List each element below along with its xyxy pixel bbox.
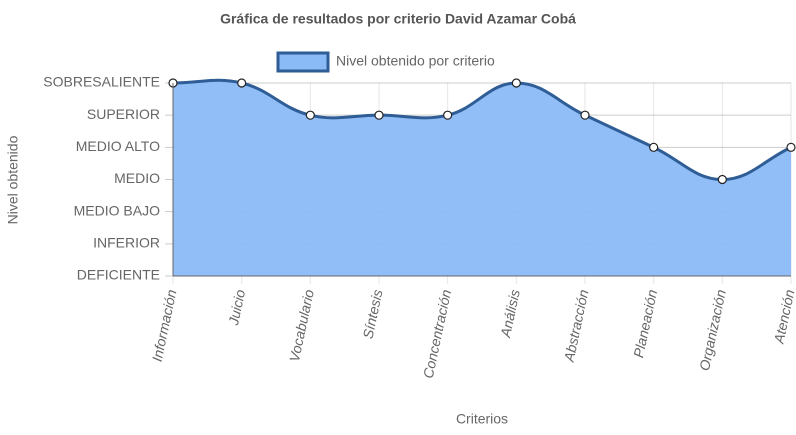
x-tick-label: Concentración	[420, 288, 454, 380]
area-fill	[173, 80, 791, 276]
legend-label: Nivel obtenido por criterio	[336, 53, 495, 69]
legend-swatch	[276, 51, 330, 73]
point	[443, 110, 453, 120]
point	[786, 142, 796, 152]
point	[649, 142, 659, 152]
point	[237, 78, 247, 88]
x-tick-label: Abstracción	[560, 288, 591, 364]
x-tick-label: Atención	[770, 288, 796, 346]
x-tick-label: Análisis	[497, 288, 523, 340]
y-tick-label: SOBRESALIENTE	[43, 74, 160, 90]
y-tick-label: INFERIOR	[93, 235, 160, 251]
x-tick-label: Organización	[696, 288, 729, 372]
point	[374, 110, 384, 120]
point	[511, 78, 521, 88]
x-axis-title: Criterios	[456, 411, 508, 427]
point	[580, 110, 590, 120]
line	[172, 78, 792, 182]
y-tick-label: MEDIO BAJO	[74, 202, 160, 218]
chart-title: Gráfica de resultados por criterio David…	[220, 11, 576, 27]
y-tick-label: SUPERIOR	[87, 106, 160, 122]
x-tick-label: Vocabulario	[286, 288, 317, 363]
point	[305, 110, 315, 120]
y-axis-title: Nivel obtenido	[5, 135, 21, 224]
y-tick-label: DEFICIENTE	[77, 267, 160, 283]
point	[717, 174, 727, 185]
x-tick-label: Información	[149, 288, 180, 363]
x-tick-label: Planeación	[630, 288, 660, 359]
y-tick-label: MEDIO	[114, 170, 160, 186]
x-tick-label: Juicio	[225, 288, 248, 328]
x-tick-label: Síntesis	[360, 288, 386, 340]
y-tick-label: MEDIO ALTO	[76, 138, 160, 154]
